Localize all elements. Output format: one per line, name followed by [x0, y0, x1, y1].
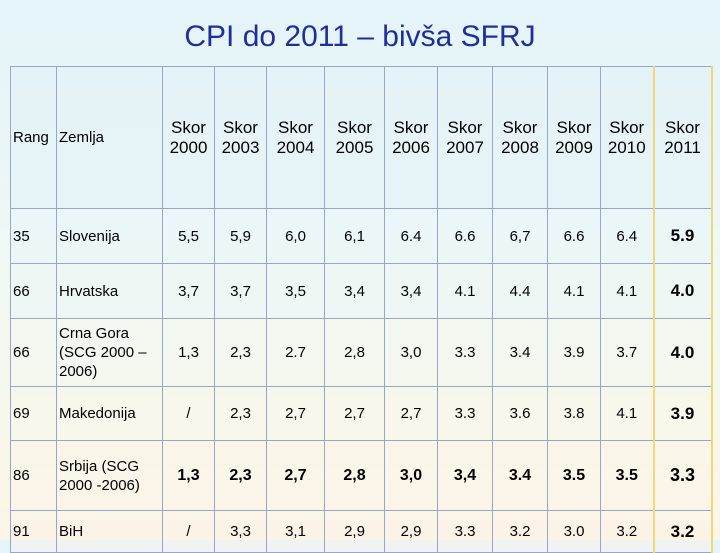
score-cell: 2.7 — [266, 318, 325, 387]
score-cell: 3.8 — [547, 386, 601, 441]
country-cell: Hrvatska — [56, 263, 163, 319]
score-cell: 6.4 — [600, 208, 654, 264]
table-row: 69 Makedonija/2,3 2,7 2,7 2,7 3.3 3.6 3.8 4.1 3.9 — [10, 386, 713, 441]
score-cell: 1,3 — [162, 318, 215, 387]
score-cell: 3.9 — [652, 386, 713, 441]
score-cell: 3.3 — [437, 386, 493, 441]
score-cell: 3.4 — [492, 440, 548, 511]
score-cell: 4.4 — [492, 263, 548, 319]
score-cell: 3,1 — [266, 510, 325, 553]
slide-title: CPI do 2011 – bivša SFRJ — [184, 20, 536, 53]
country-cell: Slovenija — [56, 208, 163, 264]
score-cell: 3,3 — [214, 510, 267, 553]
score-cell: 6.6 — [547, 208, 601, 264]
score-cell: 3.3 — [437, 318, 493, 387]
table-row: 66 Crna Gora (SCG 2000 – 2006) 1,3 2,3 2.7 2,… — [10, 318, 713, 387]
score-cell: / — [162, 386, 215, 441]
score-cell: 3.7 — [600, 318, 654, 387]
score-cell: 3,4 — [384, 263, 438, 319]
score-cell: 6,0 — [266, 208, 325, 264]
score-cell: 3.4 — [492, 318, 548, 387]
header-year: Skor 2003 — [214, 66, 267, 209]
score-cell: 4.0 — [652, 263, 713, 319]
score-cell: 4.1 — [547, 263, 601, 319]
header-year: Skor 2009 — [547, 66, 601, 209]
score-cell: 2,7 — [266, 386, 325, 441]
score-cell: 1,3 — [162, 440, 215, 511]
score-cell: 4.1 — [600, 263, 654, 319]
header-year: Skor 2007 — [437, 66, 493, 209]
score-cell: 2,3 — [214, 440, 267, 511]
score-cell: 3,4 — [437, 440, 493, 511]
score-cell: 6.6 — [437, 208, 493, 264]
rank-cell: 69 — [10, 386, 57, 441]
score-cell: 3,4 — [324, 263, 385, 319]
rank-cell: 66 — [10, 263, 57, 319]
country-cell: BiH — [56, 510, 163, 553]
rank-cell: 66 — [10, 318, 57, 387]
score-cell: 2,7 — [384, 386, 438, 441]
header-year: Skor 2004 — [266, 66, 325, 209]
header-year: Skor 2000 — [162, 66, 215, 209]
score-cell: 4.0 — [652, 318, 713, 387]
rank-cell: 91 — [10, 510, 57, 553]
score-cell: 3.0 — [547, 510, 601, 553]
score-cell: 2,7 — [324, 386, 385, 441]
score-cell: 3.3 — [437, 510, 493, 553]
score-cell: 3,7 — [214, 263, 267, 319]
score-cell: 3,5 — [266, 263, 325, 319]
score-cell: 6,1 — [324, 208, 385, 264]
table-body: 35 Slovenija 5,5 5,9 6,0 6,1 6.4 6.6 6,7 6.6 6.4 5.… — [10, 208, 713, 553]
score-cell: 5,5 — [162, 208, 215, 264]
score-cell: 3.5 — [600, 440, 654, 511]
score-cell: 3.2 — [492, 510, 548, 553]
header-country: Zemlja — [56, 66, 163, 209]
score-cell: 6.4 — [384, 208, 438, 264]
score-cell: 2,9 — [384, 510, 438, 553]
table-row: 35 Slovenija 5,5 5,9 6,0 6,1 6.4 6.6 6,7 6.6 6.4 5.… — [10, 208, 713, 264]
score-cell: 6,7 — [492, 208, 548, 264]
score-cell: 5,9 — [214, 208, 267, 264]
score-cell: 3.5 — [547, 440, 601, 511]
header-year: Skor 2008 — [492, 66, 548, 209]
country-cell: Crna Gora (SCG 2000 – 2006) — [56, 318, 163, 387]
score-cell: 3.3 — [652, 440, 713, 511]
score-cell: 5.9 — [652, 208, 713, 264]
cpi-table: Rang Zemlja Skor 2000 Skor 2003 Skor 200… — [10, 66, 713, 553]
header-year: Skor 2005 — [324, 66, 385, 209]
score-cell: 2,7 — [266, 440, 325, 511]
table-row: 91 BiH/3,3 3,1 2,9 2,9 3.3 3.2 3.0 3.2 3.2 — [10, 510, 713, 553]
header-year: Skor 2006 — [384, 66, 438, 209]
header-rank: Rang — [10, 66, 57, 209]
score-cell: 4.1 — [437, 263, 493, 319]
score-cell: 3.6 — [492, 386, 548, 441]
rank-cell: 35 — [10, 208, 57, 264]
score-cell: 3.9 — [547, 318, 601, 387]
header-row: Rang Zemlja Skor 2000 Skor 2003 Skor 200… — [10, 66, 713, 209]
score-cell: 3.2 — [652, 510, 713, 553]
country-cell: Srbija (SCG 2000 -2006) — [56, 440, 163, 511]
header-year: Skor 2011 — [652, 66, 713, 209]
score-cell: 2,8 — [324, 440, 385, 511]
score-cell: / — [162, 510, 215, 553]
score-cell: 3,7 — [162, 263, 215, 319]
header-year: Skor 2010 — [600, 66, 654, 209]
score-cell: 3.2 — [600, 510, 654, 553]
score-cell: 3,0 — [384, 440, 438, 511]
table-row: 66 Hrvatska 3,7 3,7 3,5 3,4 3,4 4.1 4.4 4.1 4.1 4.0 — [10, 263, 713, 319]
rank-cell: 86 — [10, 440, 57, 511]
score-cell: 4.1 — [600, 386, 654, 441]
table-row: 86 Srbija (SCG 2000 -2006) 1,3 2,3 2,7 2,8 3,0… — [10, 440, 713, 511]
score-cell: 3,0 — [384, 318, 438, 387]
country-cell: Makedonija — [56, 386, 163, 441]
score-cell: 2,9 — [324, 510, 385, 553]
score-cell: 2,3 — [214, 318, 267, 387]
score-cell: 2,8 — [324, 318, 385, 387]
score-cell: 2,3 — [214, 386, 267, 441]
